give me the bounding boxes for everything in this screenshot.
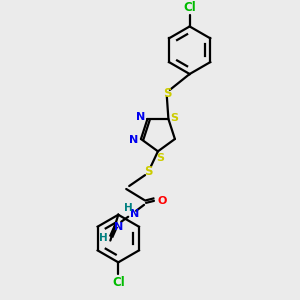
- Text: N: N: [114, 222, 123, 232]
- Text: N: N: [136, 112, 145, 122]
- Text: N: N: [129, 135, 139, 145]
- Text: H: H: [124, 203, 133, 213]
- Text: S: S: [156, 153, 164, 163]
- Text: S: S: [164, 87, 172, 100]
- Text: S: S: [144, 165, 152, 178]
- Text: N: N: [130, 209, 139, 219]
- Text: Cl: Cl: [112, 276, 125, 289]
- Text: S: S: [170, 113, 178, 123]
- Text: O: O: [157, 196, 167, 206]
- Text: H: H: [99, 232, 108, 243]
- Text: Cl: Cl: [183, 1, 196, 14]
